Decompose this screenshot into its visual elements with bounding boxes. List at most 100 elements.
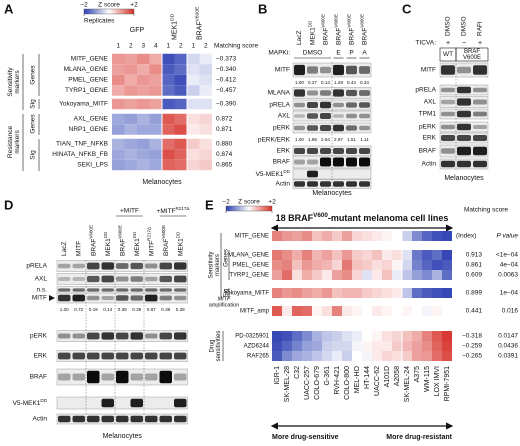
heat-cell	[362, 341, 372, 351]
cell-line-label: SK-MEL-24	[404, 366, 411, 402]
label-part: DD	[169, 13, 175, 21]
heat-cell	[199, 74, 212, 86]
heat-cell	[124, 138, 137, 150]
heat-cell	[137, 64, 150, 75]
cell-line-label: UACC-62	[374, 366, 381, 396]
heat-cell	[282, 331, 292, 341]
heat-cell	[162, 159, 175, 171]
genotype: V600E	[463, 55, 481, 61]
heat-cell	[362, 270, 372, 280]
group-header: BRAFV600E	[194, 6, 203, 40]
heat-cell	[392, 270, 402, 280]
lane-header: DMSO	[461, 17, 468, 37]
label-part: -mutant melanoma cell lines	[328, 213, 449, 223]
heat-cell	[292, 231, 302, 241]
blot-band	[320, 148, 331, 154]
blot-label: BRAF	[30, 374, 47, 381]
heat-cell	[302, 231, 312, 241]
heat-cell	[432, 250, 442, 260]
heat-cell	[312, 351, 322, 361]
blot-band	[145, 333, 158, 339]
row-label: NRP1_GENE	[69, 126, 109, 133]
blot-label: pERK/ERK	[258, 137, 291, 144]
matching-score: −0.412	[216, 77, 236, 84]
label-part: V600	[313, 212, 328, 219]
heat-cell	[302, 331, 312, 341]
lane-header: LacZ	[296, 31, 303, 45]
blot-band	[333, 89, 344, 97]
heat-cell	[332, 306, 342, 316]
blot-band	[333, 148, 344, 154]
heat-cell	[124, 149, 137, 160]
heat-cell	[272, 231, 282, 241]
heat-cell	[312, 250, 322, 260]
quantification: 0.27	[308, 80, 317, 85]
blot-band	[320, 113, 331, 119]
blot-label: MLANA	[268, 90, 291, 97]
heat-cell	[402, 341, 412, 351]
heat-cell	[137, 85, 150, 96]
heat-cell	[292, 260, 302, 270]
blot-band	[130, 415, 143, 423]
blot-band	[333, 102, 344, 108]
p-value: 0.0391	[498, 353, 518, 360]
blot-band	[174, 415, 187, 423]
blot-band	[473, 125, 487, 129]
heat-cell	[442, 351, 452, 361]
heat-cell	[372, 270, 382, 280]
heat-cell	[432, 288, 442, 298]
heat-cell	[187, 53, 200, 65]
matching-score: 0.441	[466, 308, 483, 315]
treatment: P	[349, 50, 353, 57]
matching-score: 0.872	[216, 116, 233, 123]
row-group-label: Resistance	[7, 126, 14, 159]
heat-cell	[412, 231, 422, 241]
blot-band	[87, 262, 100, 270]
heat-cell	[442, 288, 452, 298]
heat-cell	[352, 270, 362, 280]
blot-band	[87, 415, 100, 423]
label-part: BRAF	[348, 28, 355, 45]
blot-band	[58, 263, 71, 269]
heat-cell	[342, 231, 352, 241]
genotype-box	[455, 47, 489, 62]
heat-cell	[312, 341, 322, 351]
score-header: Matching score	[464, 207, 508, 214]
lane-header: MEK1DD	[131, 231, 140, 256]
row-group-label: Sensitivity	[208, 251, 214, 278]
label-part: V600E	[359, 14, 364, 28]
label-part: BRAF	[119, 239, 126, 256]
blot-band	[116, 288, 129, 292]
row-group-label: Sig	[30, 99, 37, 109]
label-part: V600E	[194, 6, 200, 21]
blot-band	[294, 159, 305, 165]
heat-cell	[174, 53, 187, 65]
blot-band	[101, 373, 114, 381]
heat-cell	[362, 351, 372, 361]
heat-cell	[174, 113, 187, 125]
heat-cell	[149, 98, 162, 110]
heat-cell	[332, 288, 342, 298]
blot-band	[87, 370, 100, 384]
heat-cell	[382, 260, 392, 270]
colorbar	[225, 205, 273, 212]
heat-cell	[162, 98, 175, 110]
colorbar-tick-label: +2	[130, 2, 138, 9]
heat-cell	[332, 260, 342, 270]
blot-band	[174, 373, 187, 381]
blot-band	[441, 65, 455, 75]
row-label: MLANA_GENE	[228, 253, 269, 259]
lane-header: BRAFV600E	[346, 14, 355, 45]
heat-cell	[149, 53, 162, 65]
label-part: V600E	[346, 14, 351, 28]
row-label: TYRP1_GENE	[229, 273, 269, 279]
heat-cell	[187, 98, 200, 110]
heat-cell	[162, 53, 175, 65]
blot-band	[87, 352, 100, 360]
row-group-label: Genes	[30, 114, 37, 134]
heat-cell	[124, 53, 137, 65]
heat-cell	[352, 231, 362, 241]
lane-header: MITFR217Δ	[146, 227, 155, 256]
matching-score: 0.899	[466, 290, 483, 297]
heat-cell	[187, 159, 200, 171]
